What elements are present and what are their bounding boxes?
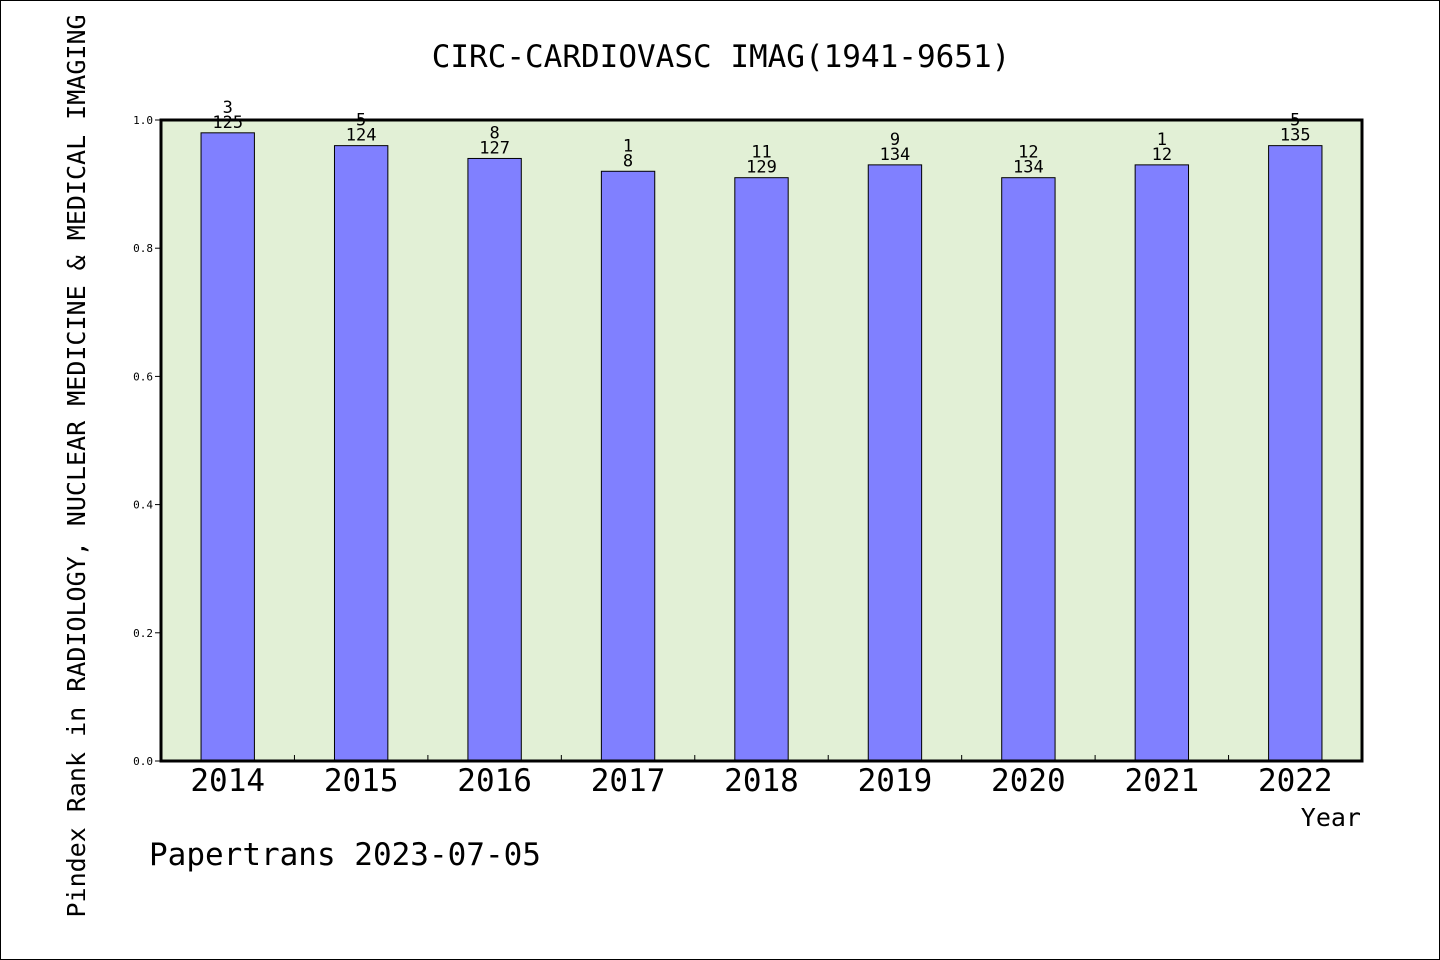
x-axis: 2014 2015 2016 2017 2018 2019 2020 2021 2022 — [190, 755, 1333, 799]
x-tick-label: 2020 — [991, 763, 1066, 799]
x-tick-label: 2019 — [858, 763, 933, 799]
y-axis: 0.0 0.2 0.4 0.6 0.8 1.0 — [133, 114, 161, 768]
y-tick-label: 0.8 — [133, 242, 153, 255]
y-axis-label: Pindex Rank in RADIOLOGY, NUCLEAR MEDICI… — [62, 14, 91, 917]
bar-total-label: 12 — [1152, 145, 1172, 165]
x-tick-label: 2015 — [324, 763, 399, 799]
bar-rank-label: 3 — [223, 98, 233, 118]
x-tick-label: 2014 — [190, 763, 265, 799]
bar-2017 — [600, 170, 656, 762]
y-tick-label: 0.4 — [133, 499, 153, 512]
plot-frame — [159, 118, 1364, 763]
bar-rank-label: 1 — [1157, 130, 1167, 150]
y-tick-label: 0.6 — [133, 370, 153, 383]
bar-rank-label: 1 — [623, 136, 633, 156]
bar-total-label: 124 — [346, 126, 377, 146]
bar-total-label: 127 — [479, 138, 510, 158]
bar-2015 — [333, 145, 389, 762]
x-tick-label: 2017 — [591, 763, 666, 799]
bar-rank-label: 8 — [489, 123, 499, 143]
bar-total-label: 134 — [1013, 158, 1044, 178]
x-tick-label: 2016 — [457, 763, 532, 799]
bar-total-label: 125 — [212, 113, 243, 133]
bar-rank-label: 12 — [1018, 143, 1038, 163]
chart-title: CIRC-CARDIOVASC IMAG(1941-9651) — [432, 39, 1011, 75]
bars-group — [200, 132, 1323, 762]
bar-total-label: 134 — [880, 145, 911, 165]
y-tick-label: 0.0 — [133, 755, 153, 768]
bar-2016 — [467, 157, 522, 762]
bar-2018 — [734, 177, 789, 762]
x-axis-label: Year — [1301, 803, 1361, 832]
x-tick-label: 2018 — [724, 763, 799, 799]
bar-total-label: 129 — [746, 158, 777, 178]
bar-rank-label: 11 — [751, 143, 771, 163]
bar-total-label: 135 — [1280, 126, 1311, 146]
bar-rank-label: 9 — [890, 130, 900, 150]
bar-2021 — [1134, 164, 1190, 762]
bar-2022 — [1268, 145, 1323, 762]
y-tick-label: 1.0 — [133, 114, 153, 127]
bar-2020 — [1001, 177, 1056, 762]
x-tick-label: 2022 — [1258, 763, 1333, 799]
bar-total-label: 8 — [623, 151, 633, 171]
y-tick-label: 0.2 — [133, 627, 153, 640]
bar-2014 — [200, 132, 255, 762]
credit-text: Papertrans 2023-07-05 — [149, 837, 541, 873]
bar-2019 — [867, 164, 923, 762]
x-tick-label: 2021 — [1125, 763, 1200, 799]
